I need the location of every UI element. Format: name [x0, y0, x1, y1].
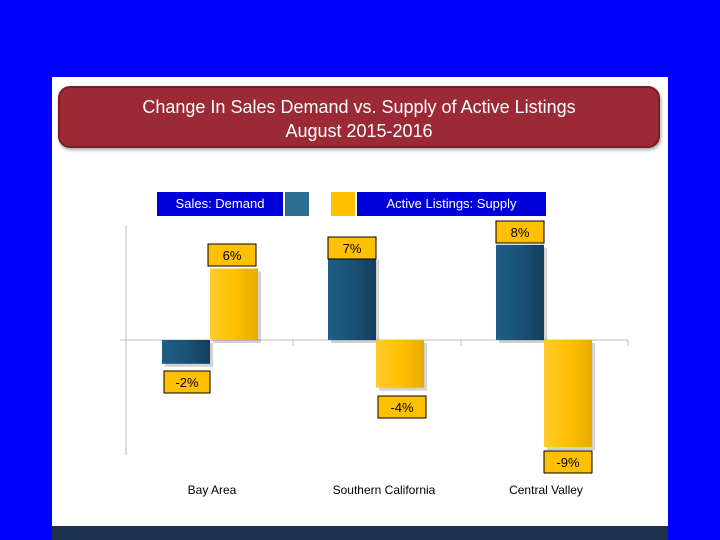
chart-title-line2: August 2015-2016 [285, 121, 433, 141]
legend-supply-label: Active Listings: Supply [357, 192, 546, 216]
demand-bar-central-valley [496, 244, 544, 340]
data-label: -2% [175, 375, 199, 390]
demand-bar-southern-california [328, 256, 376, 340]
panel-footer-bar [52, 526, 668, 540]
data-label-box [495, 220, 545, 244]
supply-bar-bay-area [210, 268, 258, 340]
legend-demand-swatch [285, 192, 309, 216]
data-label: -4% [390, 400, 414, 415]
chart-title-box: Change In Sales Demand vs. Supply of Act… [58, 86, 660, 148]
chart-title-line1: Change In Sales Demand vs. Supply of Act… [142, 97, 576, 117]
supply-bar-central-valley [544, 340, 592, 448]
data-label-box [377, 395, 427, 419]
data-label: -9% [556, 455, 580, 470]
data-label-box [163, 370, 211, 394]
data-label-box [543, 450, 593, 474]
data-label-box [327, 236, 377, 260]
x-axis-category-label: Southern California [333, 483, 436, 497]
x-axis-category-label: Central Valley [509, 483, 583, 497]
legend-supply-swatch [331, 192, 355, 216]
data-label: 7% [343, 241, 362, 256]
data-label: 6% [223, 248, 242, 263]
data-label: 8% [511, 225, 530, 240]
legend-demand-label: Sales: Demand [157, 192, 283, 216]
supply-bar-southern-california [376, 340, 424, 388]
demand-bar-bay-area [162, 340, 210, 364]
data-label-box [207, 243, 257, 267]
x-axis-category-label: Bay Area [188, 483, 237, 497]
